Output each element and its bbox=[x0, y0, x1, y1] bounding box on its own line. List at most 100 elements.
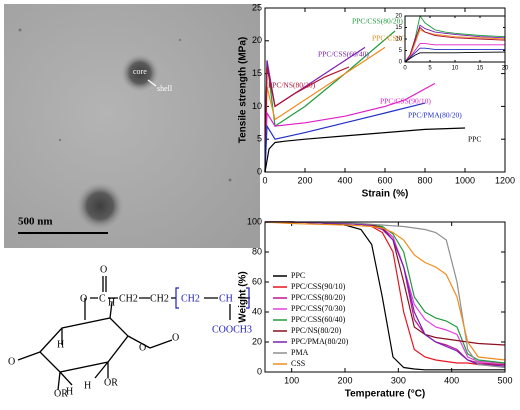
y-tick-label: 15 bbox=[252, 68, 262, 78]
speck bbox=[228, 178, 232, 182]
scale-label: 500 nm bbox=[18, 216, 53, 228]
series-line bbox=[265, 221, 506, 369]
y-tick-label: 60 bbox=[252, 276, 262, 286]
y-tick-label: 0 bbox=[257, 166, 262, 176]
struct-label: CH2 bbox=[119, 293, 138, 304]
struct-label: H bbox=[108, 297, 115, 308]
struct-label: O bbox=[139, 342, 146, 353]
x-axis-title: Strain (%) bbox=[362, 189, 409, 200]
legend-label: PMA bbox=[291, 348, 309, 357]
inset-background bbox=[405, 16, 505, 62]
structure: O O C CH2 CH2 CH2 CH COOCH3 O H H O O OR… bbox=[8, 264, 252, 399]
series-line bbox=[404, 47, 505, 63]
legend-label: PPC bbox=[291, 271, 305, 280]
struct-label: OR bbox=[54, 388, 68, 399]
particle bbox=[121, 54, 159, 92]
y-tick-label: 100 bbox=[247, 216, 262, 226]
struct-label: CH bbox=[219, 293, 233, 304]
axes-frame bbox=[264, 221, 506, 373]
y-tick-label: 15 bbox=[395, 25, 402, 31]
legend-label: PPC/CSS(70/30) bbox=[291, 304, 346, 313]
legend-label: PPC/CSS(80/20) bbox=[291, 293, 346, 302]
struct-label: CH2 bbox=[181, 293, 200, 304]
x-tick-label: 200 bbox=[337, 375, 352, 385]
legend-label: PPC/NS(80/20) bbox=[291, 326, 342, 335]
chain-bonds bbox=[90, 276, 250, 320]
x-tick-label: 500 bbox=[497, 375, 512, 385]
y-tick-label: 5 bbox=[399, 48, 403, 54]
x-tick-label: 5 bbox=[428, 66, 432, 72]
x-tick-label: 15 bbox=[477, 66, 484, 72]
core-label: core bbox=[133, 67, 147, 76]
series-line bbox=[404, 26, 506, 63]
series-line bbox=[264, 127, 466, 173]
speck bbox=[18, 28, 22, 32]
struct-label: C bbox=[99, 293, 106, 304]
x-tick-label: 400 bbox=[444, 375, 459, 385]
legend-label: PPC/PMA(80/20) bbox=[291, 337, 349, 346]
speck bbox=[58, 138, 62, 142]
plot-lines bbox=[264, 30, 466, 173]
struct-label: O bbox=[8, 356, 15, 367]
struct-label: H bbox=[84, 380, 91, 391]
x-tick-label: 300 bbox=[391, 375, 406, 385]
y-tick-label: 20 bbox=[252, 336, 262, 346]
y-tick-label: 0 bbox=[399, 60, 403, 66]
series-line bbox=[404, 29, 506, 63]
speck bbox=[178, 38, 182, 42]
axes-frame bbox=[404, 15, 506, 63]
x-tick-label: 600 bbox=[377, 175, 392, 185]
y-tick-label: 20 bbox=[252, 35, 262, 45]
arrow bbox=[147, 79, 157, 87]
legend-label: PPC/CSS(60/40) bbox=[291, 315, 346, 324]
bonds bbox=[17, 298, 173, 391]
x-axis-title: Temperature (°C) bbox=[345, 389, 426, 400]
y-axis-title: Weight (%) bbox=[238, 271, 249, 322]
struct-label: O bbox=[80, 293, 87, 304]
series-line bbox=[264, 102, 426, 173]
x-tick-label: 200 bbox=[297, 175, 312, 185]
x-tick-label: 1200 bbox=[495, 175, 515, 185]
tem-image: core shell 500 nm bbox=[4, 4, 260, 248]
series-line bbox=[265, 221, 506, 367]
particle bbox=[76, 182, 124, 230]
y-tick-label: 25 bbox=[252, 2, 262, 12]
y-tick-label: 10 bbox=[252, 101, 262, 111]
x-tick-label: 800 bbox=[417, 175, 432, 185]
y-tick-label: 5 bbox=[257, 134, 262, 144]
series-line bbox=[264, 46, 366, 173]
y-tick-label: 20 bbox=[395, 14, 402, 20]
struct-label: H bbox=[66, 386, 73, 397]
struct-label: COOCH3 bbox=[212, 324, 252, 335]
tem-background bbox=[4, 4, 260, 248]
series-label: PPC/PMA(80/20) bbox=[408, 111, 462, 120]
struct-label: OR bbox=[104, 377, 118, 388]
plot-lines bbox=[404, 14, 506, 63]
series-label: PPC/CSS(80/20) bbox=[352, 17, 403, 26]
y-tick-label: 10 bbox=[395, 37, 402, 43]
series-label: PPC/CSS(90/10) bbox=[380, 97, 431, 106]
x-tick-label: 20 bbox=[502, 66, 509, 72]
brackets bbox=[175, 287, 250, 309]
y-axis-title: Tensile strength (MPa) bbox=[238, 37, 249, 144]
struct-label: O bbox=[100, 264, 107, 275]
x-tick-label: 400 bbox=[337, 175, 352, 185]
plot-lines bbox=[264, 221, 506, 371]
series-line bbox=[264, 46, 386, 173]
x-tick-label: 100 bbox=[284, 375, 299, 385]
legend-label: CSS bbox=[291, 359, 305, 368]
x-tick-label: 10 bbox=[452, 66, 459, 72]
charts: 0 200 400 600 800 1000 12000510152025PPC/CSS(8… bbox=[238, 2, 515, 399]
struct-label: CH2 bbox=[150, 293, 169, 304]
series-line bbox=[404, 51, 506, 63]
axes-frame bbox=[264, 7, 506, 173]
y-tick-label: 40 bbox=[252, 306, 262, 316]
y-tick-label: 80 bbox=[252, 246, 262, 256]
y-tick-label: 0 bbox=[257, 366, 262, 376]
series-label: PPC/CSS(70/30) bbox=[372, 34, 423, 43]
series-line bbox=[404, 43, 505, 63]
struct-label: H bbox=[57, 339, 64, 350]
series-line bbox=[264, 221, 506, 361]
series-line bbox=[264, 82, 436, 173]
